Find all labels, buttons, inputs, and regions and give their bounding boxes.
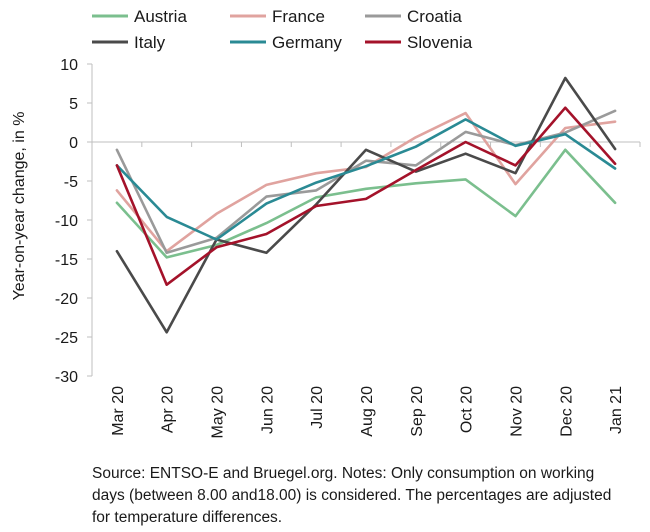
- legend-label: Slovenia: [407, 33, 473, 52]
- series-line-austria: [115, 148, 617, 259]
- legend-item-germany: Germany: [230, 33, 342, 52]
- x-tick-label: Jun 20: [259, 386, 276, 434]
- y-tick-label: 0: [69, 135, 78, 152]
- y-axis-label: Year-on-year change, in %: [11, 112, 28, 301]
- series-line-italy: [115, 76, 617, 334]
- x-tick-label: Sep 20: [409, 386, 426, 437]
- x-tick-label: Nov 20: [508, 386, 525, 437]
- x-axis: Mar 20 Apr 20 May 20 Jun 20 Jul 20 Aug 20 Sep …: [91, 141, 641, 439]
- x-tick-label: Mar 20: [110, 386, 127, 436]
- legend-label: Germany: [272, 33, 342, 52]
- y-tick-label: -5: [64, 174, 78, 191]
- source-note: Source: ENTSO-E and Bruegel.org. Notes: …: [92, 465, 612, 526]
- series-lines: [115, 76, 617, 334]
- y-tick-label: 5: [69, 96, 78, 113]
- x-tick-label: Aug 20: [359, 386, 376, 437]
- chart-legend: Austria France Croatia Italy Germany Slovenia: [92, 7, 473, 52]
- legend-label: Croatia: [407, 7, 462, 26]
- y-tick-label: -30: [55, 369, 78, 386]
- legend-label: France: [272, 7, 325, 26]
- series-line-slovenia: [115, 106, 617, 287]
- x-tick-label: Apr 20: [160, 386, 177, 433]
- legend-label: Italy: [134, 33, 166, 52]
- legend-item-slovenia: Slovenia: [365, 33, 473, 52]
- legend-item-france: France: [230, 7, 325, 26]
- legend-item-croatia: Croatia: [365, 7, 462, 26]
- y-tick-label: -10: [55, 213, 78, 230]
- y-tick-label: -25: [55, 330, 78, 347]
- y-tick-label: 10: [60, 57, 78, 74]
- x-tick-label: May 20: [210, 386, 227, 439]
- x-tick-label: Jan 21: [608, 386, 625, 434]
- x-tick-label: Dec 20: [558, 386, 575, 437]
- legend-item-italy: Italy: [92, 33, 166, 52]
- line-chart: Austria France Croatia Italy Germany Slovenia…: [11, 7, 641, 439]
- x-tick-label: Jul 20: [309, 386, 326, 429]
- y-tick-label: -15: [55, 252, 78, 269]
- y-axis: 10 5 0 -5 -10 -15 -20 -25 -30: [55, 57, 93, 386]
- series-line-germany: [115, 118, 617, 241]
- x-tick-label: Oct 20: [459, 386, 476, 433]
- legend-item-austria: Austria: [92, 7, 187, 26]
- legend-label: Austria: [134, 7, 187, 26]
- y-tick-label: -20: [55, 291, 78, 308]
